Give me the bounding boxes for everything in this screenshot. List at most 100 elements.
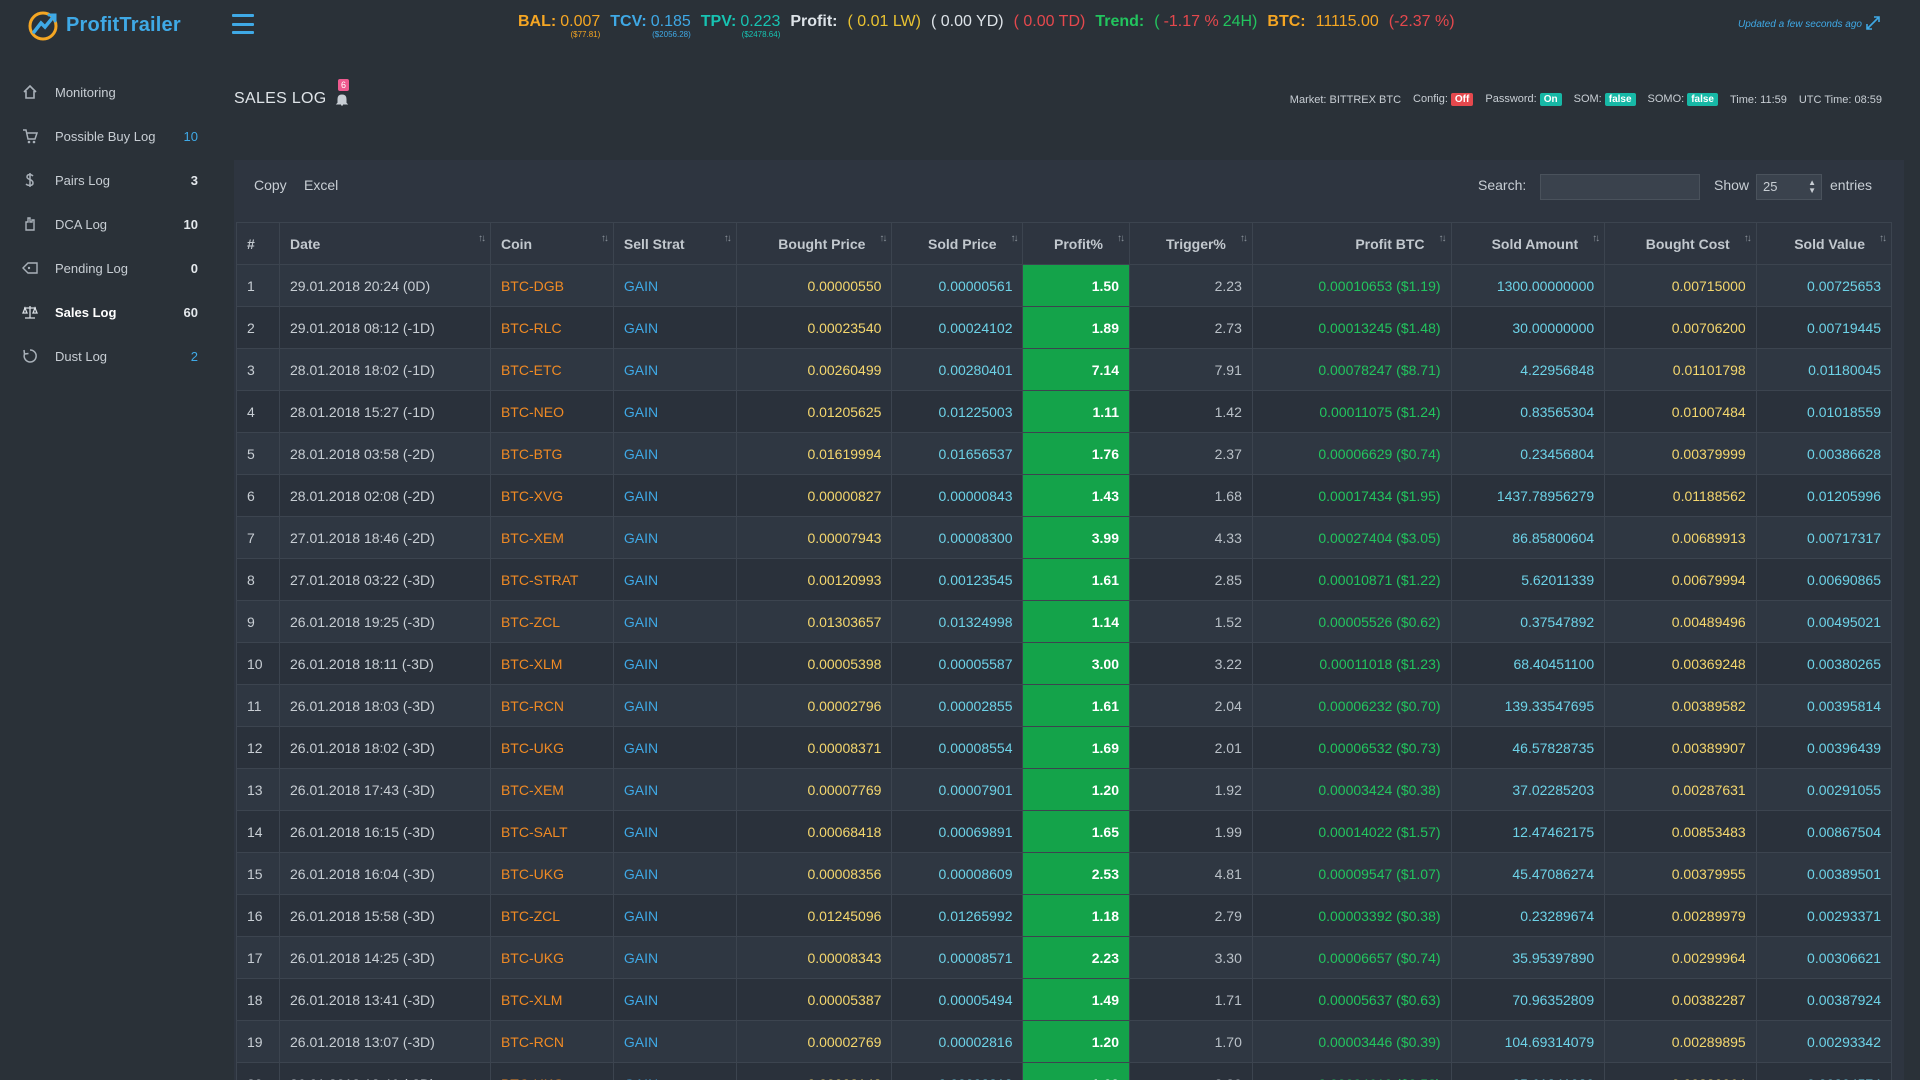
excel-button[interactable]: Excel — [294, 172, 349, 198]
table-row[interactable]: 17 26.01.2018 14:25 (-3D) BTC-UKG GAIN 0.000… — [236, 936, 1893, 979]
search-input[interactable] — [1540, 174, 1700, 200]
sidebar-item-sales-log[interactable]: Sales Log 60 — [0, 290, 212, 334]
cell-date: 26.01.2018 19:25 (-3D) — [279, 600, 491, 643]
sidebar-item-possible-buy-log[interactable]: Possible Buy Log 10 — [0, 114, 212, 158]
cell-profit-pct: 2.23 — [1022, 936, 1130, 979]
cell-sold-price: 0.00008313 — [891, 1062, 1024, 1080]
table-row[interactable]: 1 29.01.2018 20:24 (0D) BTC-DGB GAIN 0.00000… — [236, 264, 1893, 307]
cell-index: 3 — [236, 348, 280, 391]
sidebar-item-label: Possible Buy Log — [55, 128, 156, 144]
col-header-trigger-pct[interactable]: Trigger% ↑↓ — [1128, 222, 1253, 265]
table-row[interactable]: 10 26.01.2018 18:11 (-3D) BTC-XLM GAIN 0.000… — [236, 642, 1893, 685]
col-header-index[interactable]: # — [236, 222, 280, 265]
cell-index: 18 — [236, 978, 280, 1021]
cell-sell-strat: GAIN — [612, 306, 737, 349]
cell-bought-price: 0.01303657 — [735, 600, 893, 643]
table-row[interactable]: 6 28.01.2018 02:08 (-2D) BTC-XVG GAIN 0.0000… — [236, 474, 1893, 517]
cell-sold-value: 0.01205996 — [1755, 474, 1893, 517]
app-logo[interactable]: ProfitTrailer — [26, 8, 181, 42]
cell-sold-price: 0.00008300 — [891, 516, 1024, 559]
cell-bought-price: 0.00005387 — [735, 978, 893, 1021]
cell-index: 2 — [236, 306, 280, 349]
cell-sold-amount: 0.83565304 — [1450, 390, 1606, 433]
table-row[interactable]: 15 26.01.2018 16:04 (-3D) BTC-UKG GAIN 0.000… — [236, 852, 1893, 895]
cell-sell-strat: GAIN — [612, 348, 737, 391]
sidebar-item-label: Pairs Log — [55, 172, 110, 188]
cell-sell-strat: GAIN — [612, 726, 737, 769]
col-header-date[interactable]: Date ↑↓ — [279, 222, 491, 265]
home-icon — [23, 84, 37, 99]
col-header-profit-btc[interactable]: Profit BTC ↑↓ — [1251, 222, 1452, 265]
cell-coin: BTC-NEO — [489, 390, 614, 433]
cell-bought-price: 0.00260499 — [735, 348, 893, 391]
cell-trigger-pct: 1.42 — [1128, 390, 1253, 433]
cell-bought-cost: 0.00382287 — [1604, 978, 1757, 1021]
config-badge: Off — [1450, 93, 1474, 106]
table-row[interactable]: 14 26.01.2018 16:15 (-3D) BTC-SALT GAIN 0.00… — [236, 810, 1893, 853]
cell-sold-price: 0.00008554 — [891, 726, 1024, 769]
table-row[interactable]: 7 27.01.2018 18:46 (-2D) BTC-XEM GAIN 0.0000… — [236, 516, 1893, 559]
sidebar-item-pending-log[interactable]: Pending Log 0 — [0, 246, 212, 290]
fullscreen-icon[interactable] — [1866, 16, 1880, 30]
cell-bought-cost: 0.00289964 — [1604, 1062, 1757, 1080]
cell-profit-pct: 1.60 — [1022, 1062, 1130, 1080]
cell-profit-btc: 0.00006657 ($0.74) — [1251, 936, 1452, 979]
entries-select[interactable]: 25 ▲ ▼ — [1756, 174, 1822, 200]
sidebar-item-label: DCA Log — [55, 216, 108, 232]
cell-bought-price: 0.00068418 — [735, 810, 893, 853]
table-row[interactable]: 5 28.01.2018 03:58 (-2D) BTC-BTG GAIN 0.0161… — [236, 432, 1893, 475]
cell-sold-amount: 46.57828735 — [1450, 726, 1606, 769]
cell-coin: BTC-UKG — [489, 1062, 614, 1080]
sidebar-item-pairs-log[interactable]: Pairs Log 3 — [0, 158, 212, 202]
table-row[interactable]: 19 26.01.2018 13:07 (-3D) BTC-RCN GAIN 0.000… — [236, 1020, 1893, 1063]
sidebar-item-monitoring[interactable]: Monitoring — [0, 70, 212, 114]
col-header-sold-value[interactable]: Sold Value ↑↓ — [1755, 222, 1893, 265]
col-header-coin[interactable]: Coin ↑↓ — [489, 222, 614, 265]
table-row[interactable]: 12 26.01.2018 18:02 (-3D) BTC-UKG GAIN 0.000… — [236, 726, 1893, 769]
cell-sold-amount: 12.47462175 — [1450, 810, 1606, 853]
cell-profit-btc: 0.00006629 ($0.74) — [1251, 432, 1452, 475]
cell-sell-strat: GAIN — [612, 642, 737, 685]
table-row[interactable]: 2026.01.2018 12:46 (-3D)BTC-UKGGAIN0.000… — [236, 1062, 1893, 1080]
table-row[interactable]: 11 26.01.2018 18:03 (-3D) BTC-RCN GAIN 0.000… — [236, 684, 1893, 727]
select-arrows-icon: ▲ ▼ — [1808, 178, 1816, 195]
copy-button[interactable]: Copy — [244, 172, 297, 198]
somo-badge: false — [1687, 93, 1718, 106]
cell-sold-price: 0.00000843 — [891, 474, 1024, 517]
col-header-sell-strat[interactable]: Sell Strat ↑↓ — [612, 222, 737, 265]
cell-bought-cost: 0.01188562 — [1604, 474, 1757, 517]
app-name: ProfitTrailer — [66, 13, 181, 36]
cell-sold-price: 0.00005587 — [891, 642, 1024, 685]
sidebar-item-count: 10 — [183, 216, 198, 232]
sort-icon: ↑↓ — [1743, 233, 1752, 244]
table-row[interactable]: 9 26.01.2018 19:25 (-3D) BTC-ZCL GAIN 0.0130… — [236, 600, 1893, 643]
cell-index: 17 — [236, 936, 280, 979]
bell-icon[interactable] — [334, 92, 350, 108]
table-row[interactable]: 3 28.01.2018 18:02 (-1D) BTC-ETC GAIN 0.0026… — [236, 348, 1893, 391]
sidebar-item-dust-log[interactable]: Dust Log 2 — [0, 334, 212, 378]
col-header-profit-pct[interactable]: Profit% ↑↓ — [1022, 222, 1130, 265]
menu-toggle-icon[interactable] — [232, 14, 254, 34]
col-header-sold-amount[interactable]: Sold Amount ↑↓ — [1450, 222, 1606, 265]
cell-bought-cost: 0.00715000 — [1604, 264, 1757, 307]
cell-profit-btc: 0.00005526 ($0.62) — [1251, 600, 1452, 643]
cell-sold-amount: 70.96352809 — [1450, 978, 1606, 1021]
sidebar-item-dca-log[interactable]: DCA Log 10 — [0, 202, 212, 246]
cell-trigger-pct: 2.04 — [1128, 684, 1253, 727]
sort-icon: ↑↓ — [1239, 233, 1248, 244]
somo-status: SOMO: false — [1648, 93, 1718, 106]
col-header-bought-price[interactable]: Bought Price ↑↓ — [735, 222, 893, 265]
tpv-sub: ($2478.64) — [741, 30, 781, 39]
table-row[interactable]: 16 26.01.2018 15:58 (-3D) BTC-ZCL GAIN 0.012… — [236, 894, 1893, 937]
table-row[interactable]: 8 27.01.2018 03:22 (-3D) BTC-STRAT GAIN 0.00… — [236, 558, 1893, 601]
table-row[interactable]: 4 28.01.2018 15:27 (-1D) BTC-NEO GAIN 0.0120… — [236, 390, 1893, 433]
cell-trigger-pct: 2.85 — [1128, 558, 1253, 601]
cell-index: 4 — [236, 390, 280, 433]
table-row[interactable]: 18 26.01.2018 13:41 (-3D) BTC-XLM GAIN 0.000… — [236, 978, 1893, 1021]
col-header-bought-cost[interactable]: Bought Cost ↑↓ — [1604, 222, 1757, 265]
table-row[interactable]: 13 26.01.2018 17:43 (-3D) BTC-XEM GAIN 0.000… — [236, 768, 1893, 811]
table-row[interactable]: 2 29.01.2018 08:12 (-1D) BTC-RLC GAIN 0.0002… — [236, 306, 1893, 349]
cell-date: 28.01.2018 03:58 (-2D) — [279, 432, 491, 475]
col-header-sold-price[interactable]: Sold Price ↑↓ — [891, 222, 1024, 265]
cell-trigger-pct: 2.79 — [1128, 894, 1253, 937]
